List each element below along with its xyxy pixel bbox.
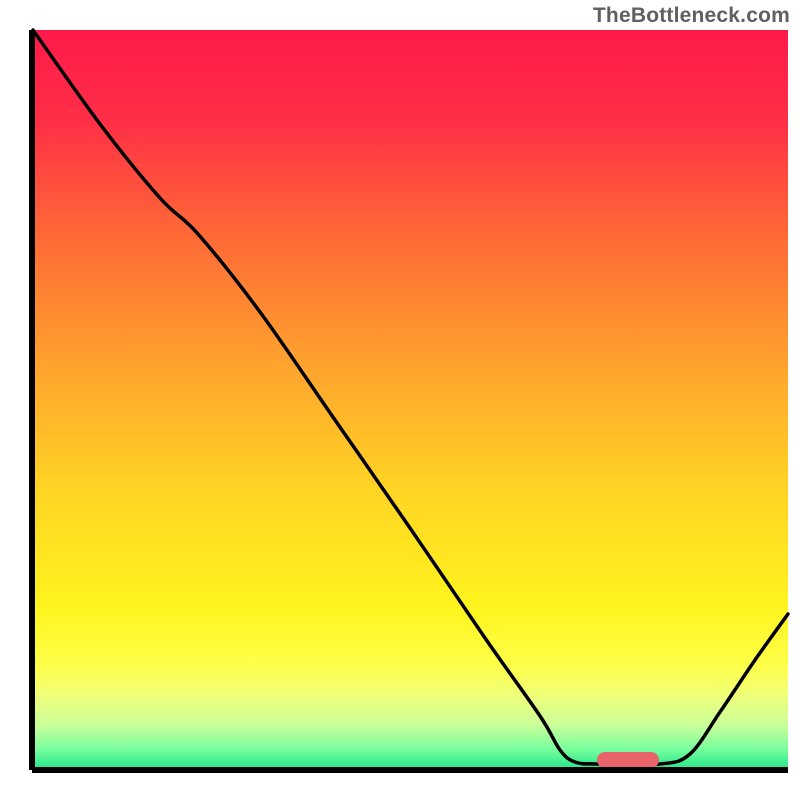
bottleneck-curve-chart (0, 0, 800, 800)
chart-container: { "watermark": { "text": "TheBottleneck.… (0, 0, 800, 800)
chart-background-gradient (32, 30, 788, 770)
optimal-zone-marker (597, 752, 659, 768)
watermark-text: TheBottleneck.com (593, 4, 790, 28)
